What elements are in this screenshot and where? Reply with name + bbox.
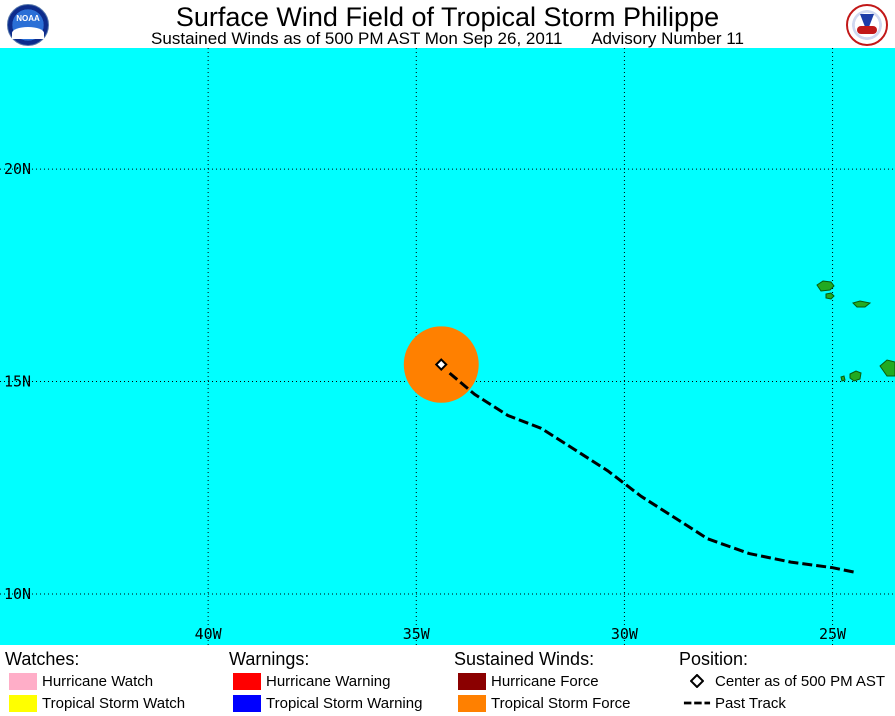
lon-label-30w: 30W [611,625,639,643]
legend-item-hurricane-watch: Hurricane Watch [5,670,185,692]
center-label: Center as of 500 PM AST [715,673,885,690]
lon-label-40w: 40W [195,625,223,643]
track-layer [436,360,857,573]
ts-watch-label: Tropical Storm Watch [42,695,185,712]
legend-item-center: Center as of 500 PM AST [679,670,885,692]
hurricane-warning-swatch [233,673,261,690]
lat-label-15n: 15N [4,373,31,391]
winds-heading: Sustained Winds: [454,648,630,670]
island-sal [853,301,870,307]
subtitle-advisory: Advisory Number 11 [591,29,744,48]
ts-warning-label: Tropical Storm Warning [266,695,422,712]
position-heading: Position: [679,648,885,670]
header: NOAA Surface Wind Field of Tropical Stor… [0,0,895,48]
hurricane-watch-label: Hurricane Watch [42,673,153,690]
map-title: Surface Wind Field of Tropical Storm Phi… [0,2,895,32]
island-santo-antao [817,281,834,291]
lat-label-20n: 20N [4,160,31,178]
legend-winds: Sustained Winds: Hurricane Force Tropica… [454,648,630,714]
label-layer: 40W 35W 30W 25W 20N 15N 10N [4,160,847,643]
legend-warnings: Warnings: Hurricane Warning Tropical Sto… [229,648,422,714]
dashed-line-icon [683,700,711,706]
nws-logo-icon [846,4,888,46]
legend-item-past-track: Past Track [679,692,885,714]
legend-position: Position: Center as of 500 PM AST Past T… [679,648,885,714]
track-label: Past Track [715,695,786,712]
wind-field-map: 40W 35W 30W 25W 20N 15N 10N [0,48,895,645]
legend-watches: Watches: Hurricane Watch Tropical Storm … [5,648,185,714]
hurricane-watch-swatch [9,673,37,690]
islands-layer [817,281,895,381]
legend-item-ts-watch: Tropical Storm Watch [5,692,185,714]
ts-force-label: Tropical Storm Force [491,695,630,712]
legend-item-ts-force: Tropical Storm Force [454,692,630,714]
island-santiago [850,371,861,381]
legend: Watches: Hurricane Watch Tropical Storm … [0,645,895,716]
map-canvas: 40W 35W 30W 25W 20N 15N 10N [0,48,895,645]
island-sao-vicente [826,293,834,299]
past-track-line [450,373,858,573]
hurricane-force-label: Hurricane Force [491,673,599,690]
island-boa-vista [880,360,895,376]
nws-cloud-shape [857,26,877,34]
island-fogo [841,376,845,381]
ts-watch-swatch [9,695,37,712]
legend-item-ts-warning: Tropical Storm Warning [229,692,422,714]
map-subtitle: Sustained Winds as of 500 PM AST Mon Sep… [0,29,895,48]
diamond-icon [683,674,711,688]
watches-heading: Watches: [5,648,185,670]
ts-force-swatch [458,695,486,712]
legend-item-hurricane-warning: Hurricane Warning [229,670,422,692]
hurricane-warning-label: Hurricane Warning [266,673,391,690]
lat-label-10n: 10N [4,585,31,603]
lon-label-25w: 25W [819,625,847,643]
legend-item-hurricane-force: Hurricane Force [454,670,630,692]
hurricane-force-swatch [458,673,486,690]
warnings-heading: Warnings: [229,648,422,670]
lon-label-35w: 35W [403,625,431,643]
subtitle-time: Sustained Winds as of 500 PM AST Mon Sep… [151,29,562,48]
ts-warning-swatch [233,695,261,712]
